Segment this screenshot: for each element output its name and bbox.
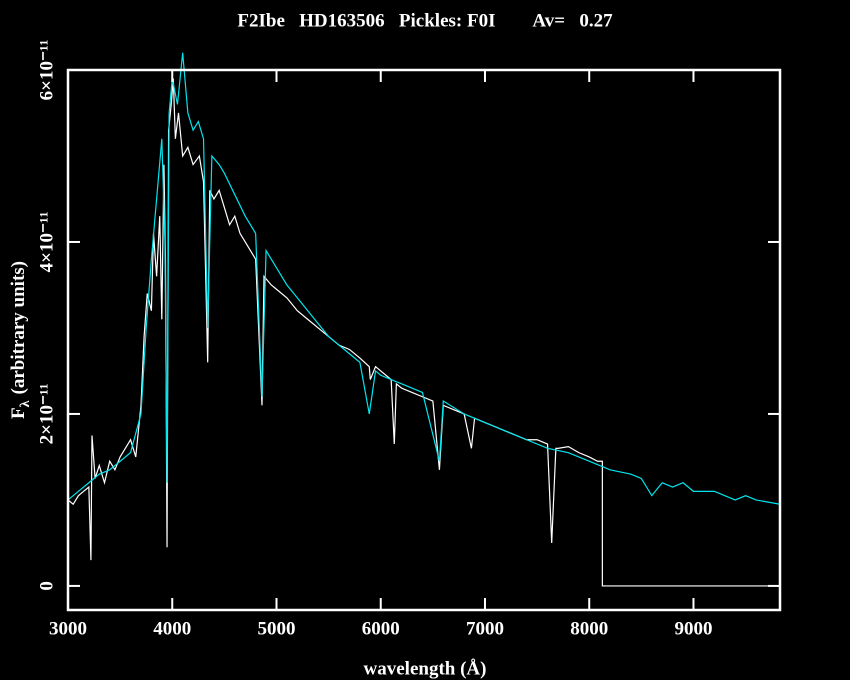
y-tick-label: 4×10⁻¹¹ — [36, 212, 57, 273]
x-tick-label: 8000 — [570, 618, 608, 639]
y-tick-label: 6×10⁻¹¹ — [36, 40, 57, 101]
x-axis-label: wavelength (Å) — [364, 658, 487, 679]
chart-title: F2Ibe HD163506 Pickles: F0I Av= 0.27 — [237, 10, 613, 31]
y-axis-label: Fλ (arbitrary units) — [8, 261, 33, 419]
y-label-subscript: λ — [18, 400, 33, 407]
spectrum-line — [67, 52, 781, 505]
x-tick-label: 3000 — [49, 618, 87, 639]
x-tick-label: 6000 — [362, 618, 400, 639]
x-tick-label: 4000 — [153, 618, 191, 639]
x-tick-label: 9000 — [674, 618, 712, 639]
x-tick-label: 5000 — [257, 618, 295, 639]
y-label-symbol: F — [8, 407, 29, 419]
plot-frame — [66, 68, 782, 612]
spectrum-line — [67, 78, 780, 587]
y-label-text: (arbitrary units) — [8, 261, 29, 395]
x-tick-label: 7000 — [466, 618, 504, 639]
y-tick-label: 0 — [36, 581, 57, 591]
y-tick-label: 2×10⁻¹¹ — [36, 384, 57, 445]
